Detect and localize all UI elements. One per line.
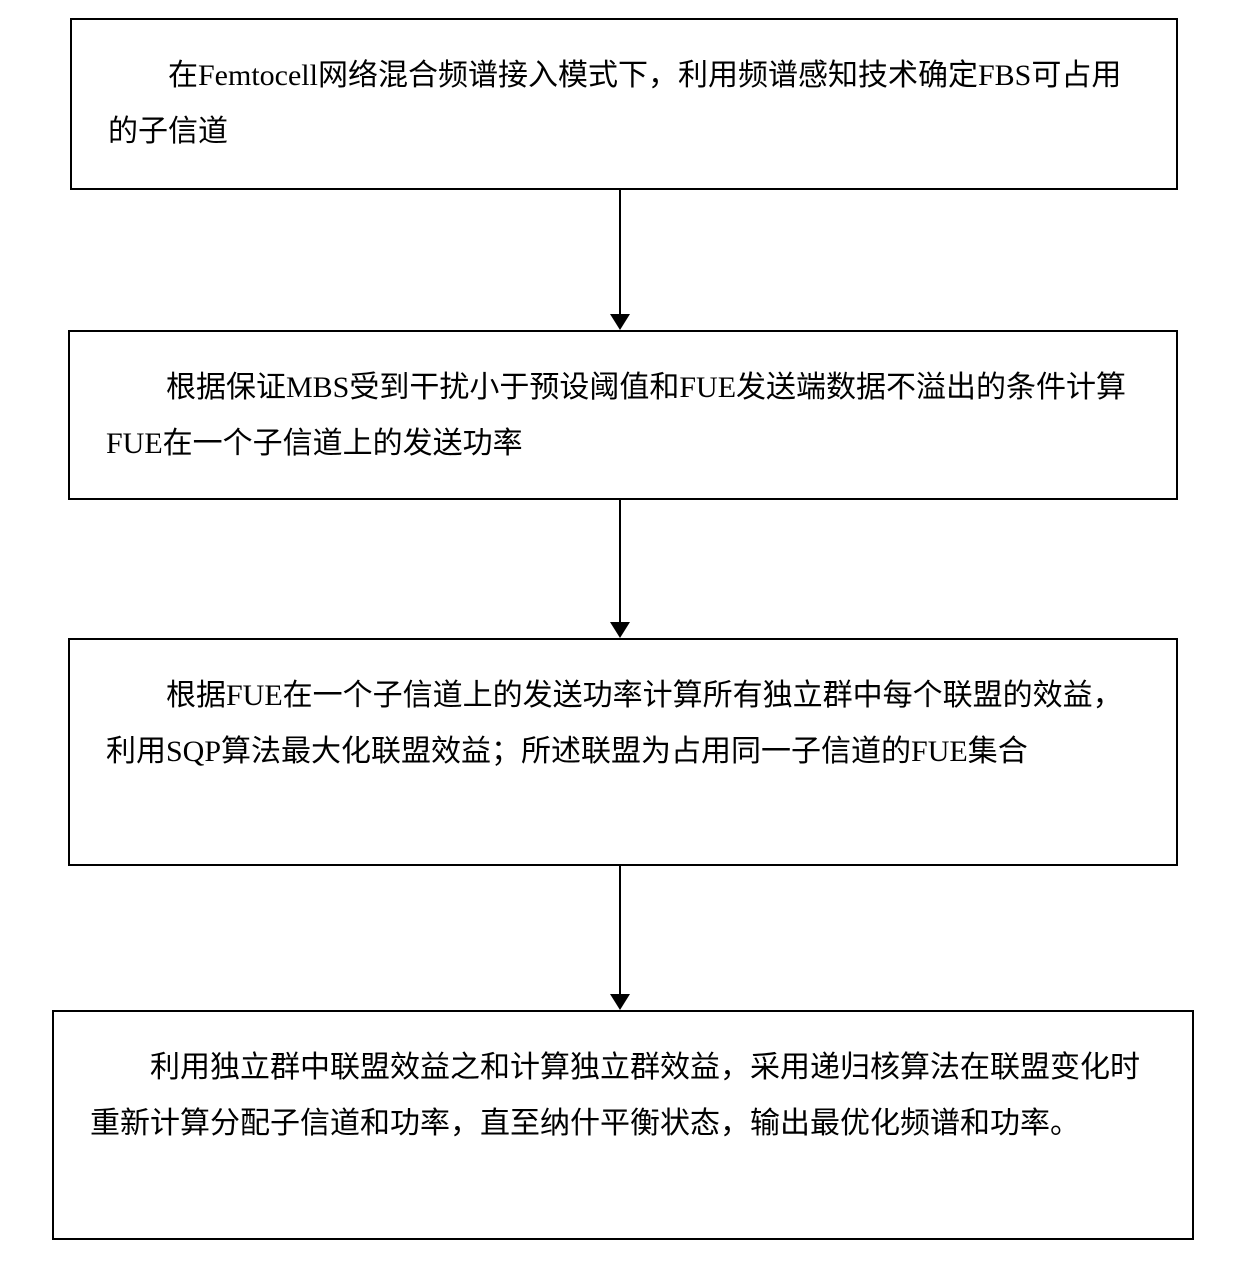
flow-step-4: 利用独立群中联盟效益之和计算独立群效益，采用递归核算法在联盟变化时重新计算分配子… xyxy=(52,1010,1194,1240)
arrow-2-line xyxy=(619,500,621,622)
flow-step-1: 在Femtocell网络混合频谱接入模式下，利用频谱感知技术确定FBS可占用的子… xyxy=(70,18,1178,190)
arrow-3-line xyxy=(619,866,621,994)
arrow-1-head xyxy=(610,314,630,330)
arrow-2-head xyxy=(610,622,630,638)
flow-step-2: 根据保证MBS受到干扰小于预设阈值和FUE发送端数据不溢出的条件计算FUE在一个… xyxy=(68,330,1178,500)
flow-step-3: 根据FUE在一个子信道上的发送功率计算所有独立群中每个联盟的效益，利用SQP算法… xyxy=(68,638,1178,866)
arrow-3-head xyxy=(610,994,630,1010)
arrow-1-line xyxy=(619,190,621,314)
